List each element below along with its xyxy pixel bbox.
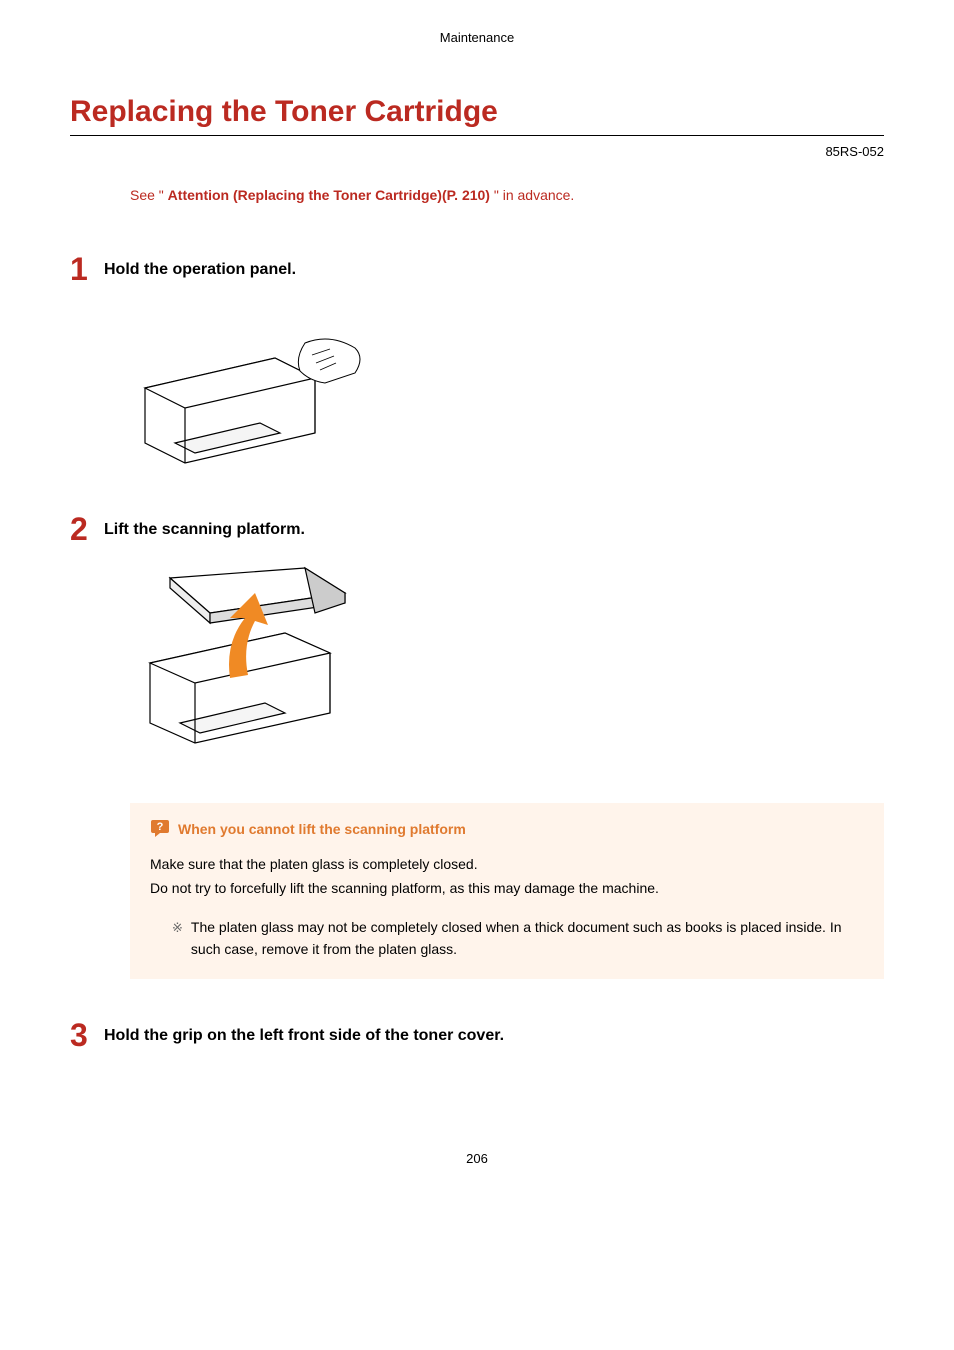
step-3: 3 Hold the grip on the left front side o… (70, 1019, 884, 1051)
callout-note-text: The platen glass may not be completely c… (191, 916, 864, 961)
intro-suffix: " in advance. (490, 187, 574, 203)
section-header: Maintenance (70, 30, 884, 45)
page-number: 206 (70, 1151, 884, 1166)
intro-link[interactable]: Attention (Replacing the Toner Cartridge… (168, 187, 490, 203)
intro-prefix: See " (130, 187, 168, 203)
step-text: Lift the scanning platform. (104, 513, 305, 539)
step-2: 2 Lift the scanning platform. (70, 513, 884, 545)
intro-line: See " Attention (Replacing the Toner Car… (130, 187, 884, 203)
step-1: 1 Hold the operation panel. (70, 253, 884, 285)
callout-line1: Make sure that the platen glass is compl… (150, 853, 864, 875)
svg-text:?: ? (157, 821, 164, 833)
question-icon: ? (150, 819, 170, 839)
step-number: 3 (70, 1019, 104, 1051)
illustration-1 (130, 303, 884, 473)
doc-code: 85RS-052 (70, 144, 884, 159)
callout-line2: Do not try to forcefully lift the scanni… (150, 877, 864, 899)
step-number: 2 (70, 513, 104, 545)
illustration-2 (130, 563, 884, 763)
page-title: Replacing the Toner Cartridge (70, 95, 884, 136)
step-text: Hold the operation panel. (104, 253, 296, 279)
callout-title: When you cannot lift the scanning platfo… (178, 821, 466, 837)
callout-note: ※ The platen glass may not be completely… (172, 916, 864, 961)
callout-box: ? When you cannot lift the scanning plat… (130, 803, 884, 979)
note-mark-icon: ※ (172, 916, 183, 939)
step-text: Hold the grip on the left front side of … (104, 1019, 504, 1045)
callout-title-row: ? When you cannot lift the scanning plat… (150, 819, 864, 839)
callout-body: Make sure that the platen glass is compl… (150, 853, 864, 961)
step-number: 1 (70, 253, 104, 285)
